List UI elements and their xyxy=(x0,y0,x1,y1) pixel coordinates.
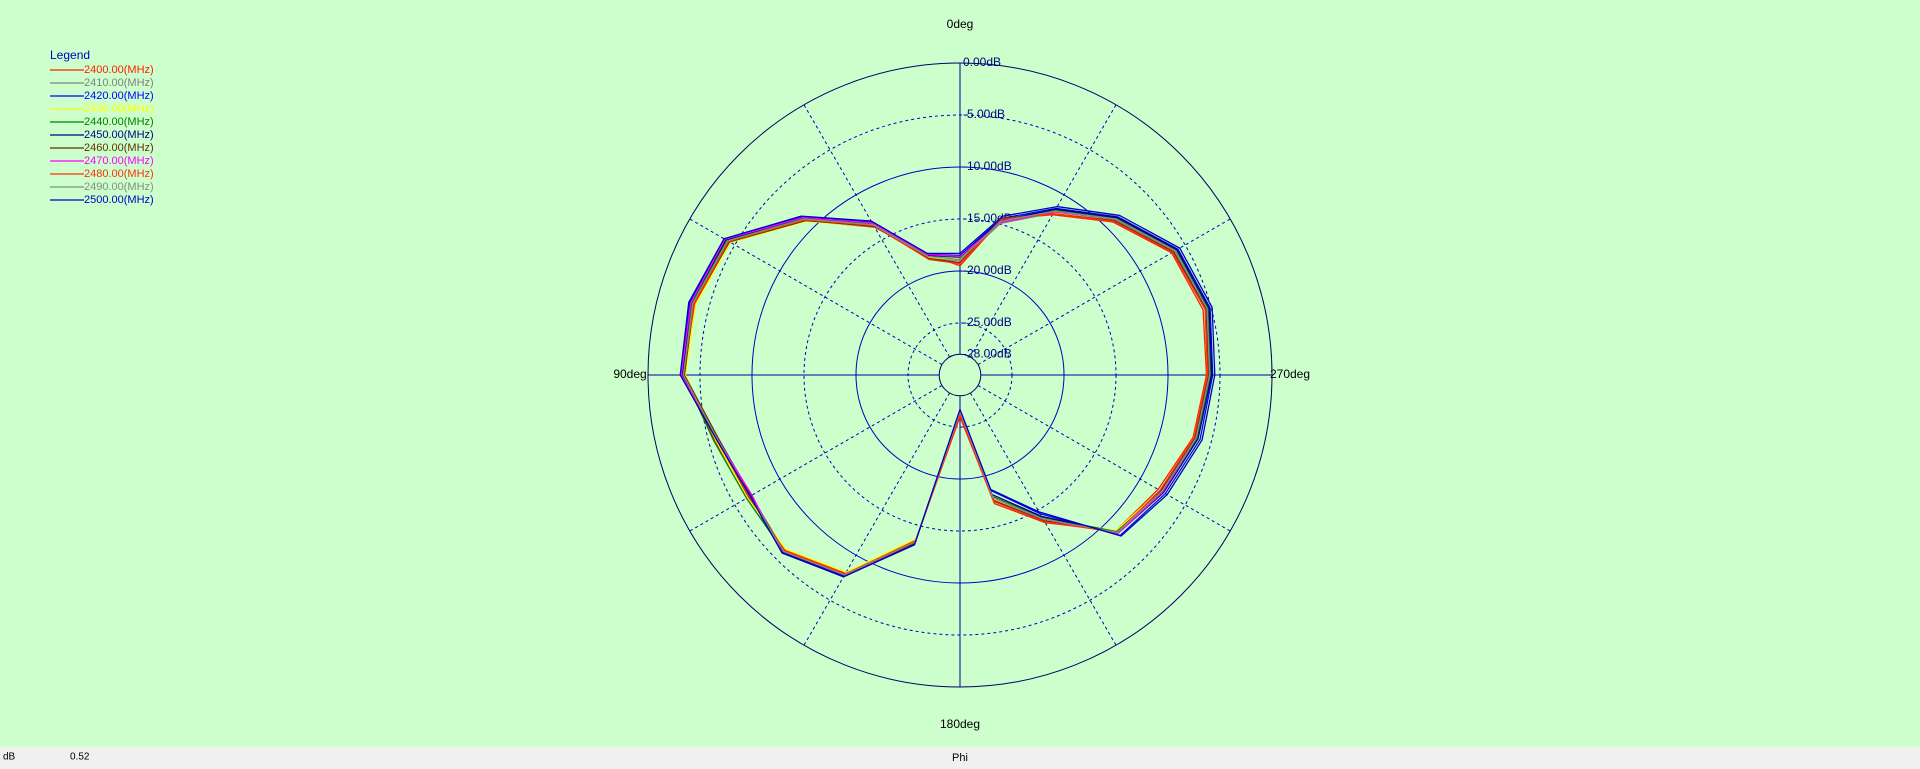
spoke xyxy=(803,392,951,646)
angle-label: 90deg xyxy=(613,367,646,381)
spoke xyxy=(969,104,1117,358)
spoke xyxy=(977,384,1231,532)
radial-tick-label: -25.00dB xyxy=(963,315,1012,329)
series-line xyxy=(682,213,1209,575)
radial-tick-label: -20.00dB xyxy=(963,263,1012,277)
legend-label: 2450.00(MHz) xyxy=(84,129,154,141)
x-label: Phi xyxy=(952,752,968,764)
spoke xyxy=(689,218,943,366)
legend-label: 2410.00(MHz) xyxy=(84,77,154,89)
spoke xyxy=(803,104,951,358)
spoke xyxy=(977,218,1231,366)
angle-label: 270deg xyxy=(1270,367,1310,381)
legend-title: Legend xyxy=(50,48,90,62)
radial-tick-label: -28.00dB xyxy=(963,346,1012,360)
series-line xyxy=(679,205,1216,578)
legend-label: 2460.00(MHz) xyxy=(84,142,154,154)
angle-label: 0deg xyxy=(947,17,974,31)
legend-label: 2480.00(MHz) xyxy=(84,168,154,180)
legend-label: 2490.00(MHz) xyxy=(84,181,154,193)
y-label: dB xyxy=(3,752,16,763)
spoke xyxy=(689,384,943,532)
status-bar xyxy=(0,747,1920,769)
radial-tick-label: 0.00dB xyxy=(963,55,1001,69)
radial-tick-label: -10.00dB xyxy=(963,159,1012,173)
legend-label: 2420.00(MHz) xyxy=(84,90,154,102)
radial-tick-label: -5.00dB xyxy=(963,107,1005,121)
legend-label: 2440.00(MHz) xyxy=(84,116,154,128)
readout: 0.52 xyxy=(70,752,90,763)
legend-label: 2470.00(MHz) xyxy=(84,155,154,167)
angle-label: 180deg xyxy=(940,717,980,731)
legend-label: 2430.00(MHz) xyxy=(84,103,154,115)
series-line xyxy=(682,210,1211,576)
legend-label: 2400.00(MHz) xyxy=(84,64,154,76)
legend-label: 2500.00(MHz) xyxy=(84,194,154,206)
